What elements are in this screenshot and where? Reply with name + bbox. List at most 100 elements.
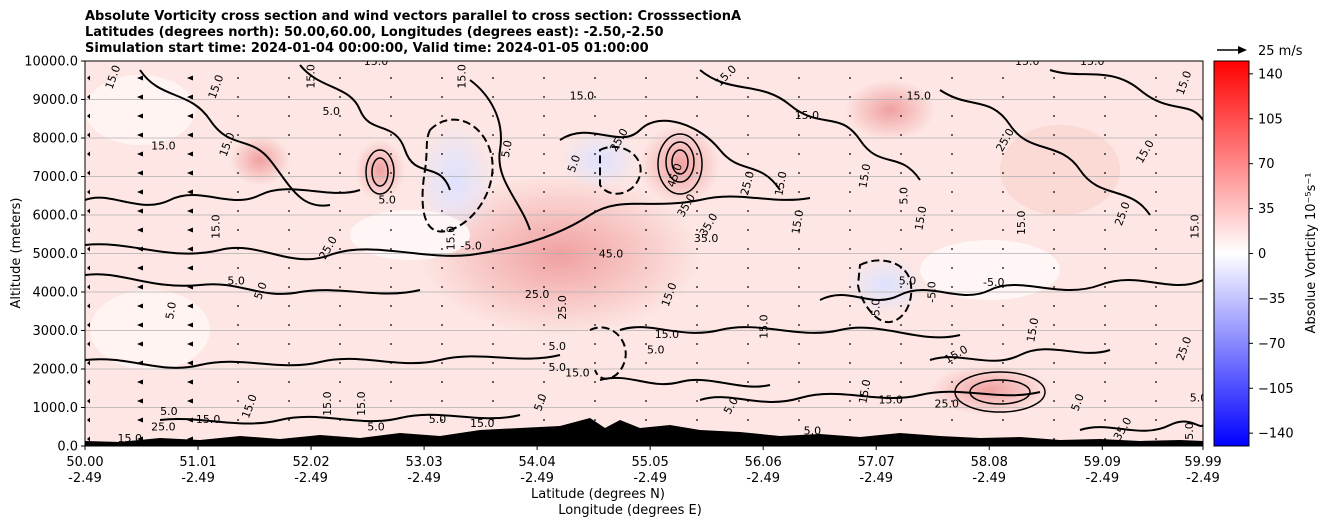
wind-vector [1002, 419, 1004, 421]
wind-vector [1053, 96, 1055, 98]
wind-vector [87, 189, 90, 195]
y-tick-label: 3000.0 [33, 324, 79, 339]
wind-vector [390, 400, 392, 402]
wind-vector [492, 400, 494, 402]
wind-vector [492, 438, 494, 440]
wind-vector [1155, 172, 1157, 174]
wind-vector [441, 324, 443, 326]
wind-vector [441, 381, 443, 383]
wind-vector [288, 286, 290, 288]
wind-vector [543, 286, 545, 288]
wind-vector [951, 191, 953, 193]
wind-vector [339, 210, 341, 212]
wind-vector [594, 172, 596, 174]
wind-vector [798, 172, 800, 174]
wind-vector [1053, 305, 1055, 307]
wind-vector [492, 77, 494, 79]
wind-vector [798, 210, 800, 212]
wind-vector [1002, 172, 1004, 174]
wind-vector [594, 419, 596, 421]
wind-vector [1002, 343, 1004, 345]
wind-vector [747, 229, 749, 231]
wind-vector [1053, 438, 1055, 440]
wind-vector [492, 419, 494, 421]
wind-vector [1155, 305, 1157, 307]
wind-vector [645, 248, 647, 250]
x-axis: 50.00-2.4951.01-2.4952.02-2.4953.03-2.49… [66, 446, 1222, 486]
wind-vector [288, 362, 290, 364]
wind-vector [645, 191, 647, 193]
wind-vector [645, 77, 647, 79]
x-axis-label-longitude: Longitude (degrees E) [558, 503, 702, 518]
contour-label: 25.0 [934, 398, 959, 411]
wind-vector [951, 210, 953, 212]
wind-vector [492, 153, 494, 155]
wind-vector [390, 267, 392, 269]
wind-vector [237, 248, 239, 250]
wind-vector [492, 134, 494, 136]
contour-label: 5.0 [804, 424, 822, 437]
wind-vector [849, 96, 851, 98]
contour-label: 5.0 [252, 280, 270, 301]
y-tick-label: 2000.0 [33, 363, 79, 378]
wind-vector [492, 96, 494, 98]
colorbar-tick-label: 105 [1258, 112, 1283, 127]
wind-vector [1002, 286, 1004, 288]
wind-vector [696, 324, 698, 326]
colorbar-tick-label: 35 [1258, 202, 1275, 217]
contour-label: 5.0 [549, 340, 567, 353]
contour-label: 5.0 [899, 274, 917, 287]
wind-vector [1053, 324, 1055, 326]
wind-vector [645, 305, 647, 307]
wind-vector [543, 134, 545, 136]
wind-vector [1104, 229, 1106, 231]
wind-vector [441, 134, 443, 136]
x-tick-label-lon: -2.49 [746, 471, 780, 486]
wind-vector [1002, 210, 1004, 212]
wind-vector [594, 267, 596, 269]
wind-vector [951, 77, 953, 79]
wind-vector [1104, 286, 1106, 288]
x-tick-label-lat: 50.00 [66, 455, 103, 470]
contour-label: 15.0 [304, 64, 317, 89]
wind-vector [237, 134, 239, 136]
wind-vector [798, 438, 800, 440]
y-axis-label: Altitude (meters) [9, 198, 24, 309]
wind-vector [594, 115, 596, 117]
wind-vector [543, 115, 545, 117]
wind-vector [339, 191, 341, 193]
wind-vector [87, 360, 90, 366]
wind-vector [390, 362, 392, 364]
wind-vector [951, 305, 953, 307]
wind-vector [696, 134, 698, 136]
wind-vector [390, 343, 392, 345]
wind-vector [288, 381, 290, 383]
wind-vector [951, 419, 953, 421]
wind-vector [696, 438, 698, 440]
wind-vector [747, 419, 749, 421]
wind-vector [137, 379, 143, 385]
wind-vector [900, 438, 902, 440]
wind-vector [696, 343, 698, 345]
wind-vector [187, 151, 193, 157]
wind-vector [87, 322, 90, 328]
x-tick-label-lon: -2.49 [859, 471, 893, 486]
wind-vector [747, 77, 749, 79]
wind-vector [390, 191, 392, 193]
wind-vector [87, 151, 90, 157]
wind-vector [594, 229, 596, 231]
wind-vector [849, 419, 851, 421]
wind-vector [1155, 248, 1157, 250]
wind-vector [747, 343, 749, 345]
wind-vector [441, 305, 443, 307]
wind-vector [900, 305, 902, 307]
wind-vector [849, 77, 851, 79]
wind-vector [87, 436, 90, 442]
wind-vector [339, 267, 341, 269]
contour-label: 5.0 [549, 361, 567, 374]
x-tick-label-lat: 52.02 [292, 455, 329, 470]
wind-vector [288, 96, 290, 98]
wind-vector [187, 398, 193, 404]
wind-vector [747, 115, 749, 117]
wind-vector [339, 229, 341, 231]
